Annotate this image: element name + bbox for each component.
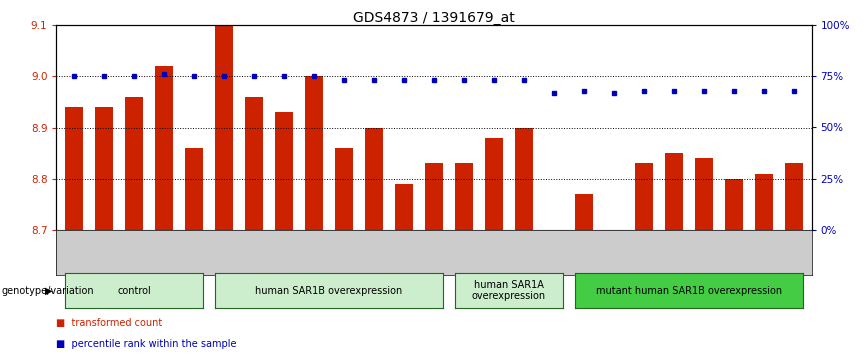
- Text: mutant human SAR1B overexpression: mutant human SAR1B overexpression: [595, 286, 782, 295]
- Bar: [155, 66, 174, 230]
- Bar: [215, 0, 233, 230]
- Text: ■  transformed count: ■ transformed count: [56, 318, 162, 327]
- Bar: [335, 148, 353, 230]
- Text: control: control: [117, 286, 151, 295]
- Text: human SAR1B overexpression: human SAR1B overexpression: [255, 286, 403, 295]
- Bar: [635, 163, 653, 230]
- Bar: [455, 163, 473, 230]
- Bar: [275, 112, 293, 230]
- Bar: [395, 184, 413, 230]
- Text: human SAR1A
overexpression: human SAR1A overexpression: [472, 280, 546, 301]
- Bar: [306, 76, 323, 230]
- Bar: [725, 179, 743, 230]
- Bar: [425, 163, 443, 230]
- Bar: [185, 148, 203, 230]
- Bar: [575, 194, 593, 230]
- Bar: [754, 174, 773, 230]
- Bar: [365, 127, 383, 230]
- Bar: [785, 163, 803, 230]
- Bar: [665, 153, 683, 230]
- Bar: [485, 138, 503, 230]
- Bar: [95, 107, 114, 230]
- Text: genotype/variation: genotype/variation: [2, 286, 95, 295]
- Bar: [246, 97, 263, 230]
- Bar: [125, 97, 143, 230]
- Text: GDS4873 / 1391679_at: GDS4873 / 1391679_at: [353, 11, 515, 25]
- Bar: [65, 107, 83, 230]
- Bar: [694, 158, 713, 230]
- Text: ▶: ▶: [44, 286, 52, 295]
- Text: ■  percentile rank within the sample: ■ percentile rank within the sample: [56, 339, 237, 349]
- Bar: [515, 127, 533, 230]
